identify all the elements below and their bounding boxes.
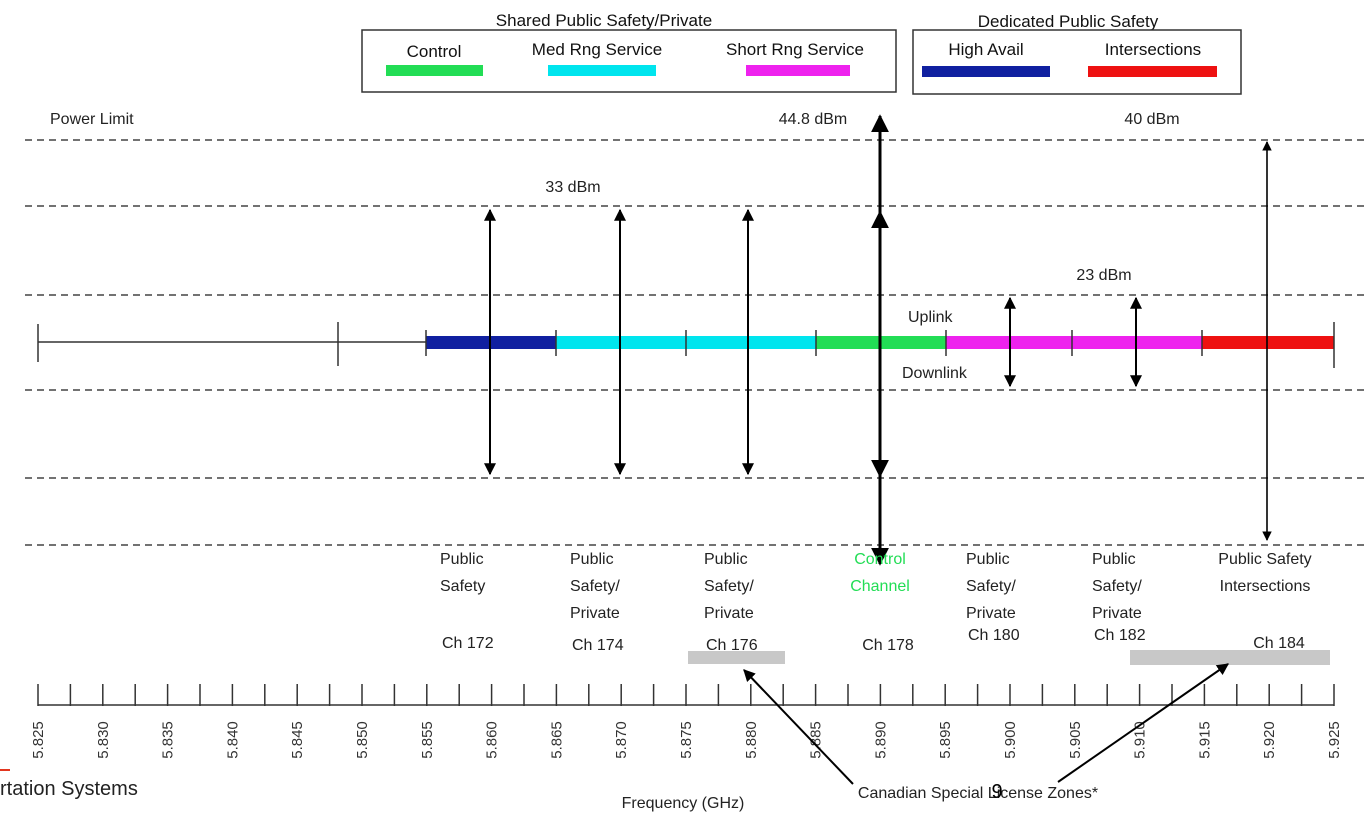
frequency-tick-label: 5.900	[1002, 721, 1019, 759]
frequency-tick-label: 5.905	[1067, 721, 1084, 759]
license-zone-bar-left	[688, 651, 785, 664]
legend-dedicated-box	[912, 29, 1242, 95]
legend-label-med-rng: Med Rng Service	[532, 40, 662, 59]
frequency-tick-label: 5.910	[1132, 721, 1149, 759]
power-label-33: 33 dBm	[545, 179, 600, 196]
frequency-tick-label: 5.850	[354, 721, 371, 759]
downlink-label: Downlink	[902, 365, 968, 382]
channel-label-line: Safety	[440, 578, 485, 595]
channel-number-label: Ch 174	[572, 637, 624, 654]
channel-labels: Public Safety Ch 172 Public Safety/Private Ch…	[440, 551, 1312, 654]
power-limit-label: Power Limit	[50, 111, 134, 128]
frequency-axis-label: Frequency (GHz)	[622, 795, 745, 812]
license-arrow-left	[743, 669, 854, 785]
footer-fragment: rtation Systems	[0, 778, 138, 800]
channel-label-line: Private	[570, 605, 620, 622]
canadian-zones-label: Canadian Special License Zones*	[858, 785, 1098, 802]
channel-label-line: Private	[704, 605, 754, 622]
channel-label-line: Safety/	[1092, 578, 1142, 595]
license-zone-bar-right	[1130, 650, 1330, 665]
legend-shared: Shared Public Safety/Private Control Med…	[361, 11, 897, 93]
legend-label-short-rng: Short Rng Service	[726, 40, 864, 59]
channel-label-line: Public Safety	[1218, 551, 1311, 568]
license-arrow-right	[1057, 663, 1229, 783]
frequency-ticks: 5.825 5.830 5.835 5.840 5.845 5.850 5.855 5.860…	[30, 684, 1343, 759]
power-arrows	[484, 114, 1272, 566]
channel-label-line: Public	[704, 551, 748, 568]
frequency-tick-label: 5.880	[743, 721, 760, 759]
frequency-tick-label: 5.875	[678, 721, 695, 759]
channel-label-line: Safety/	[704, 578, 754, 595]
frequency-tick-label: 5.925	[1326, 721, 1343, 759]
uplink-label: Uplink	[908, 309, 953, 326]
legend-swatch-intersections	[1088, 66, 1217, 77]
power-label-23: 23 dBm	[1076, 267, 1131, 284]
legend-dedicated-title: Dedicated Public Safety	[978, 12, 1159, 31]
frequency-tick-label: 5.825	[30, 721, 47, 759]
page-number: 9	[991, 781, 1002, 803]
channel-label-line: Public	[440, 551, 484, 568]
channel-label-line: Safety/	[570, 578, 620, 595]
frequency-tick-label: 5.920	[1261, 721, 1278, 759]
channel-label-line: Private	[1092, 605, 1142, 622]
frequency-axis: 5.825 5.830 5.835 5.840 5.845 5.850 5.855 5.860…	[30, 684, 1343, 812]
legend-dedicated: Dedicated Public Safety High Avail Inter…	[912, 12, 1242, 95]
channel-number-label: Ch 182	[1094, 627, 1146, 644]
frequency-tick-label: 5.860	[484, 721, 501, 759]
channel-label-line: Control	[854, 551, 906, 568]
frequency-tick-label: 5.835	[160, 721, 177, 759]
legend-label-control: Control	[407, 42, 462, 61]
channel-label-line: Safety/	[966, 578, 1016, 595]
legend-shared-title: Shared Public Safety/Private	[496, 11, 712, 30]
channel-label-line: Public	[966, 551, 1010, 568]
legend-swatch-short-rng	[746, 65, 850, 76]
channel-number-label: Ch 178	[862, 637, 914, 654]
frequency-tick-label: 5.870	[613, 721, 630, 759]
channel-number-label: Ch 176	[706, 637, 758, 654]
band-ch184	[1202, 336, 1334, 349]
legend-label-intersections: Intersections	[1105, 40, 1201, 59]
legend-swatch-high-avail	[922, 66, 1050, 77]
band-ch180-182	[946, 336, 1202, 349]
legend-shared-box	[361, 29, 897, 93]
frequency-tick-label: 5.840	[224, 721, 241, 759]
frequency-tick-label: 5.865	[548, 721, 565, 759]
band-axis: Uplink Downlink	[37, 309, 1335, 382]
legend-swatch-control	[386, 65, 483, 76]
channel-label-line: Public	[1092, 551, 1136, 568]
channel-label-line: Channel	[850, 578, 910, 595]
channel-label-line: Intersections	[1220, 578, 1311, 595]
channel-number-label: Ch 184	[1253, 635, 1305, 652]
frequency-tick-label: 5.830	[95, 721, 112, 759]
frequency-tick-label: 5.855	[419, 721, 436, 759]
frequency-tick-label: 5.895	[937, 721, 954, 759]
power-label-40: 40 dBm	[1124, 111, 1179, 128]
frequency-tick-label: 5.890	[872, 721, 889, 759]
power-label-44-8: 44.8 dBm	[779, 111, 847, 128]
power-level-lines	[25, 139, 1366, 546]
legend-label-high-avail: High Avail	[948, 40, 1023, 59]
frequency-tick-label: 5.915	[1196, 721, 1213, 759]
frequency-tick-label: 5.845	[289, 721, 306, 759]
channel-label-line: Public	[570, 551, 614, 568]
channel-number-label: Ch 172	[442, 635, 494, 652]
legend-swatch-med-rng	[548, 65, 656, 76]
channel-number-label: Ch 180	[968, 627, 1020, 644]
channel-label-line: Private	[966, 605, 1016, 622]
